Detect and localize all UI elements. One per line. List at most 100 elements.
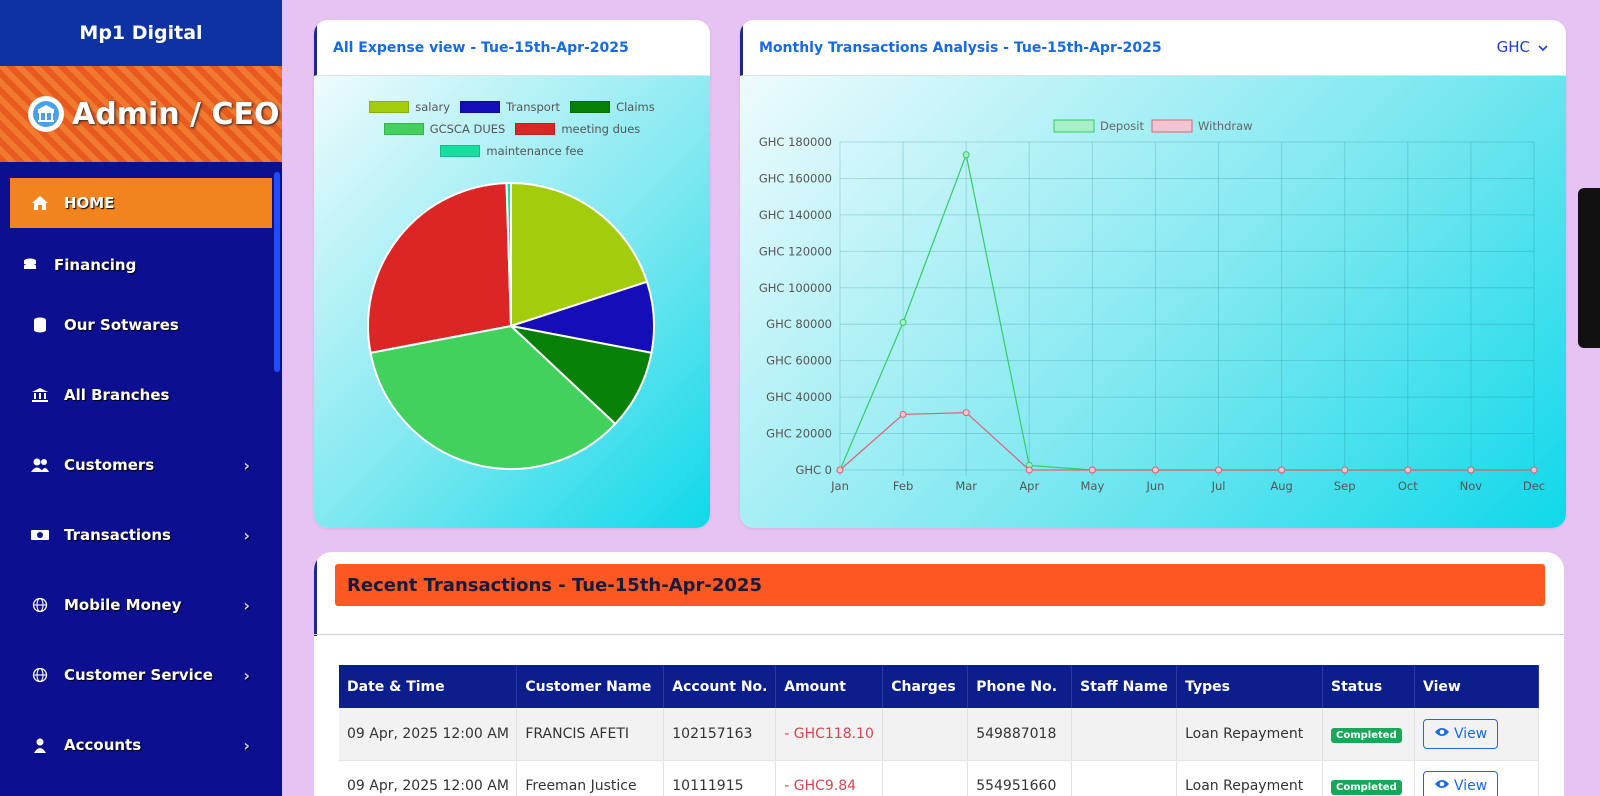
chevron-right-icon: › xyxy=(243,525,250,545)
x-tick-label: Feb xyxy=(893,479,913,493)
data-point-withdraw[interactable] xyxy=(1215,466,1223,474)
sidebar-item-all-branches[interactable]: All Branches xyxy=(10,370,272,420)
chevron-right-icon: › xyxy=(243,455,250,475)
currency-value: GHC xyxy=(1496,38,1530,56)
sidebar-item-label: Customer Service xyxy=(64,666,213,684)
x-tick-label: Jun xyxy=(1145,479,1164,493)
legend-item-claims[interactable]: Claims xyxy=(570,100,655,114)
cell-phone: 554951660 xyxy=(967,760,1073,796)
legend-swatch xyxy=(440,145,481,157)
sidebar-item-home[interactable]: HOME xyxy=(10,178,272,228)
column-header[interactable]: Types xyxy=(1176,665,1324,708)
sidebar-item-label: Mobile Money xyxy=(64,596,182,614)
data-point-withdraw[interactable] xyxy=(962,409,970,417)
eye-icon xyxy=(1434,726,1450,742)
legend-label: maintenance fee xyxy=(486,144,584,158)
sidebar-item-customers[interactable]: Customers › xyxy=(10,440,272,490)
column-header[interactable]: Amount xyxy=(775,665,884,708)
data-point-withdraw[interactable] xyxy=(1341,466,1349,474)
legend-label: Withdraw xyxy=(1198,119,1253,133)
data-point-withdraw[interactable] xyxy=(1467,466,1475,474)
column-header[interactable]: Staff Name xyxy=(1071,665,1178,708)
pie-slice-salary[interactable] xyxy=(510,181,649,328)
status-badge: Completed xyxy=(1331,780,1402,795)
sidebar-item-financing[interactable]: Financing xyxy=(0,240,262,290)
data-point-withdraw[interactable] xyxy=(1088,466,1096,474)
table-row[interactable]: 09 Apr, 2025 12:00 AM FRANCIS AFETI 102157… xyxy=(339,708,1539,761)
pie-legend-row: maintenance fee xyxy=(314,144,710,158)
legend-item-maintenance-fee[interactable]: maintenance fee xyxy=(440,144,584,158)
x-tick-label: Sep xyxy=(1334,479,1356,493)
legend-item-transport[interactable]: Transport xyxy=(460,100,560,114)
pie-slice-gcsca-dues[interactable] xyxy=(369,324,617,470)
brand-title[interactable]: Mp1 Digital xyxy=(0,0,282,66)
legend-swatch xyxy=(1151,119,1193,133)
data-point-withdraw[interactable] xyxy=(836,466,844,474)
cell-amount: - GHC118.10 xyxy=(775,708,884,761)
data-point-withdraw[interactable] xyxy=(1530,466,1538,474)
sidebar-item-customer-service[interactable]: Customer Service › xyxy=(10,650,272,700)
sidebar-item-accounts[interactable]: Accounts › xyxy=(10,720,272,770)
legend-swatch xyxy=(1053,119,1095,133)
cell-status: Completed xyxy=(1322,708,1415,761)
data-point-withdraw[interactable] xyxy=(1151,466,1159,474)
pie-slice-meeting-dues[interactable] xyxy=(367,182,513,354)
column-header[interactable]: Phone No. xyxy=(967,665,1073,708)
x-tick-label: Jan xyxy=(830,479,849,493)
cell-view: View xyxy=(1414,708,1539,761)
pie-legend-row: GCSCA DUES meeting dues xyxy=(314,122,710,136)
monthly-line-chart: Deposit Withdraw GHC 0 GHC 20000 GHC 40000 GH… xyxy=(759,119,1545,493)
legend-swatch xyxy=(515,123,556,135)
sidebar-item-our-sotwares[interactable]: Our Sotwares xyxy=(10,300,272,350)
expense-card: All Expense view - Tue-15th-Apr-2025 sal… xyxy=(314,20,710,528)
data-point-withdraw[interactable] xyxy=(1025,466,1033,474)
database-icon xyxy=(30,317,50,333)
legend-swatch xyxy=(460,101,501,113)
chevron-right-icon: › xyxy=(243,735,250,755)
y-tick-label: GHC 160000 xyxy=(759,171,832,185)
table-row[interactable]: 09 Apr, 2025 12:00 AM Freeman Justice 1011… xyxy=(339,760,1539,796)
users-icon xyxy=(30,457,50,473)
legend-item-deposit[interactable]: Deposit xyxy=(1053,119,1144,133)
view-button[interactable]: View xyxy=(1423,771,1499,796)
pie-slice-claims[interactable] xyxy=(507,324,653,426)
legend-item-salary[interactable]: salary xyxy=(369,100,450,114)
data-point-withdraw[interactable] xyxy=(1404,466,1412,474)
sidebar: Mp1 Digital Admin / CEO HOME Financing Our… xyxy=(0,0,282,796)
column-header[interactable]: Charges xyxy=(882,665,969,708)
data-point-deposit[interactable] xyxy=(962,151,970,159)
currency-select[interactable]: GHC xyxy=(1497,38,1548,56)
sidebar-item-mobile-money[interactable]: Mobile Money › xyxy=(10,580,272,630)
bank-logo-icon xyxy=(28,96,64,132)
data-point-withdraw[interactable] xyxy=(1278,466,1286,474)
globe-icon xyxy=(30,667,50,683)
column-header[interactable]: Status xyxy=(1322,665,1415,708)
user-icon xyxy=(30,737,50,753)
pie-slice-maintenance-fee[interactable] xyxy=(505,181,512,327)
y-tick-label: GHC 60000 xyxy=(766,354,832,368)
money-icon xyxy=(30,528,50,542)
floating-toolbar[interactable] xyxy=(1578,188,1600,348)
column-header[interactable]: View xyxy=(1414,665,1539,708)
column-header[interactable]: Customer Name xyxy=(516,665,665,708)
legend-label: GCSCA DUES xyxy=(429,122,506,136)
sidebar-item-transactions[interactable]: Transactions › xyxy=(10,510,272,560)
data-point-withdraw[interactable] xyxy=(899,410,907,418)
y-tick-label: GHC 100000 xyxy=(759,281,832,295)
column-header[interactable]: Date & Time xyxy=(339,665,518,708)
column-header[interactable]: Account No. xyxy=(663,665,777,708)
data-point-deposit[interactable] xyxy=(899,318,907,326)
card-accent xyxy=(314,552,317,636)
cell-charges xyxy=(882,708,969,761)
sidebar-scrollbar[interactable] xyxy=(274,172,280,372)
y-tick-label: GHC 120000 xyxy=(759,244,832,258)
recent-transactions-card: Recent Transactions - Tue-15th-Apr-2025 … xyxy=(314,552,1564,796)
legend-label: Deposit xyxy=(1100,119,1144,133)
legend-item-gcsca-dues[interactable]: GCSCA DUES xyxy=(383,122,506,136)
x-tick-label: Nov xyxy=(1460,479,1483,493)
legend-item-withdraw[interactable]: Withdraw xyxy=(1151,119,1253,133)
table-header-row: Date & Time Customer Name Account No. Amoun… xyxy=(339,665,1539,708)
sidebar-item-label: HOME xyxy=(64,194,115,212)
view-button[interactable]: View xyxy=(1423,718,1499,749)
legend-item-meeting-dues[interactable]: meeting dues xyxy=(515,122,640,136)
